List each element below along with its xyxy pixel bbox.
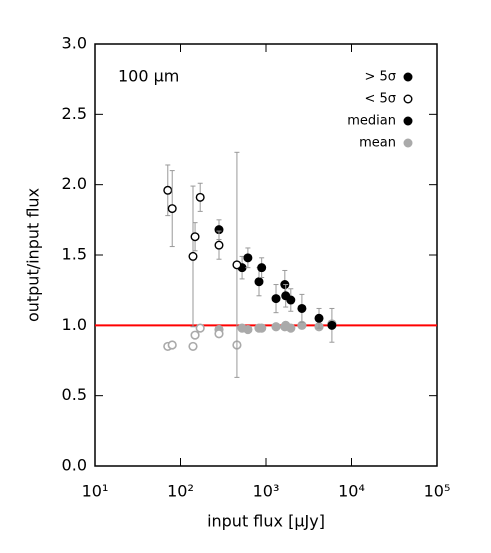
legend-marker <box>403 116 413 126</box>
legend-marker <box>403 94 413 104</box>
mean-point <box>188 341 198 352</box>
y-tick-label: 0.5 <box>62 385 87 404</box>
y-tick-label: 3.0 <box>62 34 87 53</box>
x-axis-label: input flux [μJy] <box>207 512 325 531</box>
mean-point <box>271 322 281 332</box>
median-point <box>271 294 281 304</box>
y-tick-label: 0.0 <box>62 456 87 475</box>
mean-point <box>257 323 267 333</box>
legend-label: median <box>347 114 396 129</box>
median-point <box>167 204 177 214</box>
median-point <box>163 185 173 195</box>
median-point <box>232 260 242 270</box>
median-point <box>286 295 296 305</box>
legend-marker <box>403 72 413 82</box>
mean-point <box>286 323 296 333</box>
x-tick-label: 10² <box>167 482 194 501</box>
median-point <box>190 232 200 242</box>
y-tick-label: 1.5 <box>62 245 87 264</box>
median-point <box>188 251 198 261</box>
y-tick-label: 1.0 <box>62 315 87 334</box>
median-point <box>327 320 337 330</box>
y-tick-label: 2.0 <box>62 174 87 193</box>
x-tick-label: 10⁴ <box>338 482 365 501</box>
legend-label: < 5σ <box>364 92 396 107</box>
legend-label: > 5σ <box>364 70 396 85</box>
mean-point <box>214 329 224 339</box>
x-tick-label: 10³ <box>253 482 280 501</box>
median-point <box>254 277 264 287</box>
legend-marker <box>403 138 413 148</box>
y-tick-label: 2.5 <box>62 104 87 123</box>
plot-frame <box>94 43 438 467</box>
median-point <box>195 192 205 202</box>
median-point <box>257 263 267 273</box>
median-point <box>243 253 253 263</box>
mean-point <box>243 324 253 335</box>
x-tick-label: 10⁵ <box>424 482 451 501</box>
y-axis-label: output/input flux <box>24 188 43 322</box>
median-point <box>297 303 307 313</box>
annotation: 100 μm <box>118 67 179 86</box>
median-point <box>214 240 224 250</box>
mean-point <box>195 323 205 333</box>
x-tick-label: 10¹ <box>82 482 109 501</box>
mean-point <box>190 330 200 340</box>
mean-point <box>167 340 177 350</box>
median-point <box>314 313 324 323</box>
legend-label: mean <box>359 136 396 151</box>
